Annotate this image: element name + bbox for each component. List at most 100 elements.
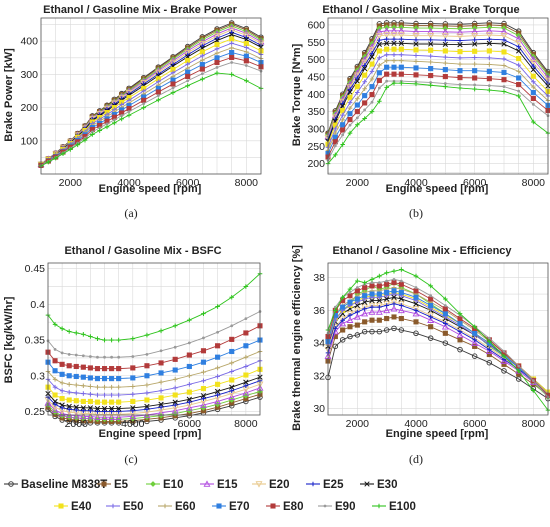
series-11 <box>45 337 263 382</box>
series-5 <box>324 32 550 142</box>
data-point <box>229 40 234 46</box>
data-point <box>185 73 191 79</box>
data-point <box>384 85 389 90</box>
y-tick-label: 30 <box>313 403 325 415</box>
data-point <box>502 349 506 353</box>
data-point <box>156 94 160 98</box>
data-point <box>391 80 397 86</box>
data-point <box>130 336 136 341</box>
data-point <box>362 299 368 305</box>
data-point <box>214 42 220 48</box>
data-point <box>501 77 507 83</box>
data-point <box>187 399 192 405</box>
data-point <box>243 330 249 336</box>
data-point <box>384 316 390 322</box>
data-point <box>97 128 102 133</box>
data-point <box>428 283 433 289</box>
data-point <box>46 159 51 165</box>
plot-frame <box>47 262 261 416</box>
data-point <box>116 337 121 343</box>
data-point <box>347 130 353 136</box>
series-13 <box>39 61 263 168</box>
data-point <box>172 399 178 405</box>
data-point <box>501 69 507 75</box>
data-point <box>457 68 463 74</box>
data-point <box>443 84 448 89</box>
data-point <box>116 399 122 405</box>
chart-title: Ethanol / Gasoline Mix - Efficiency <box>332 245 512 257</box>
data-point <box>457 311 463 316</box>
data-point <box>413 37 419 43</box>
legend-marker <box>255 481 263 488</box>
data-point <box>214 401 221 408</box>
data-point <box>487 55 492 61</box>
y-axis-label: BSFC [kg/kW/hr] <box>3 296 15 383</box>
data-point <box>362 93 368 99</box>
y-tick-label: 500 <box>307 54 325 66</box>
data-point <box>199 49 205 55</box>
y-tick-label: 0.4 <box>30 299 45 311</box>
data-point <box>229 54 235 61</box>
data-point <box>501 37 507 43</box>
y-axis-label: Brake Torque [N*m] <box>291 43 303 146</box>
legend-item: E50 <box>106 501 143 513</box>
data-point <box>428 296 434 302</box>
series-line <box>40 52 262 166</box>
data-point <box>214 35 220 41</box>
data-point <box>158 328 164 334</box>
data-point <box>340 142 345 147</box>
data-point <box>354 332 361 338</box>
data-point <box>369 277 375 282</box>
data-point <box>340 304 346 310</box>
data-point <box>81 391 86 396</box>
panel-caption: (d) <box>409 452 423 466</box>
data-point <box>215 304 220 309</box>
data-point <box>66 329 72 334</box>
data-point <box>516 56 522 62</box>
data-point <box>391 64 397 70</box>
y-tick-label: 450 <box>307 71 325 83</box>
data-point <box>102 337 107 343</box>
y-tick-label: 0.35 <box>25 335 46 347</box>
data-point <box>385 79 389 83</box>
legend-marker <box>110 503 116 509</box>
data-point <box>516 48 522 54</box>
y-tick-label: 400 <box>20 36 38 48</box>
data-point <box>383 327 390 333</box>
data-point <box>362 280 367 285</box>
data-point <box>154 69 162 77</box>
data-point <box>362 79 367 85</box>
data-point <box>81 354 85 358</box>
data-point <box>376 77 382 83</box>
data-point <box>531 379 535 383</box>
data-point <box>186 389 192 395</box>
legend-item: E70 <box>212 501 249 513</box>
legend-marker <box>150 481 156 487</box>
data-point <box>443 304 447 307</box>
data-point <box>66 363 72 369</box>
data-point <box>355 286 359 289</box>
series-10 <box>325 58 550 153</box>
data-point <box>384 270 389 276</box>
panel-caption: (b) <box>409 206 423 220</box>
panels: 2000 4000 6000 8000 100 200 300 400 Ethanol / Ga… <box>3 4 550 466</box>
data-point <box>229 29 234 35</box>
data-point <box>215 392 220 398</box>
data-point <box>348 123 352 127</box>
data-point <box>229 36 235 42</box>
data-point <box>413 308 419 313</box>
y-tick-label: 300 <box>20 69 38 81</box>
data-point <box>398 296 404 302</box>
y-tick-label: 600 <box>307 19 325 31</box>
legend-item: E40 <box>54 501 91 513</box>
data-point <box>229 294 235 300</box>
data-point <box>413 301 419 307</box>
data-point <box>375 302 383 310</box>
legend-item: E30 <box>360 479 397 491</box>
data-point <box>457 55 463 61</box>
x-axis-label: Engine speed [rpm] <box>386 428 489 440</box>
data-point <box>200 348 207 354</box>
data-point <box>59 402 65 408</box>
data-point <box>487 84 491 87</box>
x-tick-label: 2000 <box>59 177 83 189</box>
